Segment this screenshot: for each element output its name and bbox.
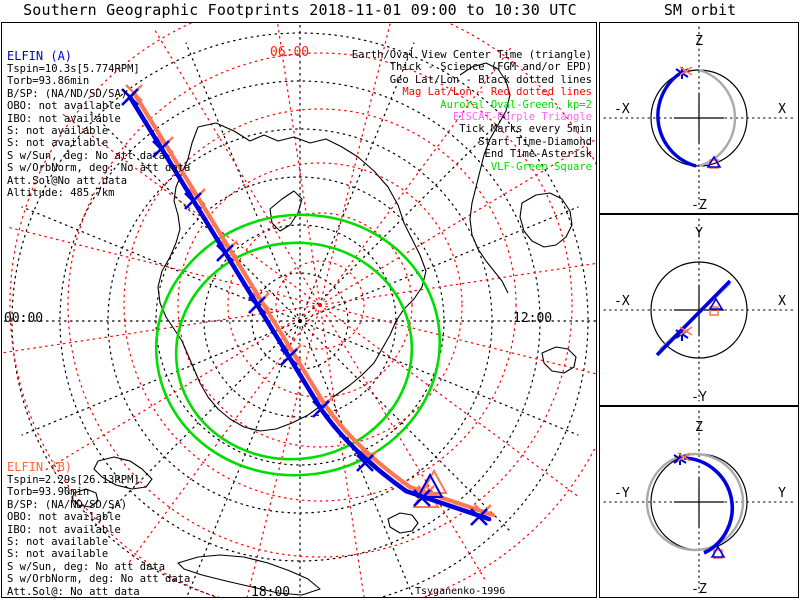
- sm1-center-cross: [674, 93, 724, 143]
- probe-a-line: S: not available: [7, 137, 109, 150]
- probe-b-line: Torb=93.90min: [7, 486, 90, 499]
- polar-plot-svg: [2, 23, 596, 597]
- probe-a-info-panel: ELFIN (A) Tspin=10.3s[5.774RPM] Torb=93.…: [7, 49, 190, 199]
- sm1-label-top: Z: [695, 34, 703, 49]
- sm3-label-right: Y: [778, 486, 786, 501]
- legend-item: Auroral Oval-Green, kp=2: [440, 98, 592, 111]
- probe-a-line: IBO: not available: [7, 112, 121, 125]
- probe-b-line: B/SP: (NA/ND/SD/SA): [7, 498, 128, 511]
- probe-a-name: ELFIN (A): [7, 49, 73, 63]
- probe-a-line: S: not available: [7, 125, 109, 138]
- sm-orbit-title: SM orbit: [663, 1, 737, 19]
- sm-orbit-panel-xz: Z -Z -X X: [599, 22, 799, 214]
- model-name: Tsyganenko-1996: [415, 586, 506, 597]
- auroral-oval: [154, 213, 442, 477]
- credits-block: Tsyganenko-1996 Created: Sun Jan 29 09:3…: [415, 586, 596, 597]
- sm3-triangle: [710, 545, 726, 558]
- probe-a-line: Torb=93.86min: [7, 75, 90, 88]
- sm2-earth-circle: [650, 261, 748, 359]
- page-title: Southern Geographic Footprints 2018-11-0…: [23, 1, 577, 19]
- sm2-label-left: -X: [614, 294, 630, 309]
- sm3-orbit-gray: [645, 452, 745, 552]
- probe-b-line: S: not available: [7, 548, 109, 561]
- mlt-label-top: 06:00: [270, 45, 310, 60]
- probe-b-line: S: not available: [7, 536, 109, 549]
- track-elfin-a: [121, 88, 492, 526]
- sm1-label-left: -X: [614, 102, 630, 117]
- probe-b-line: OBO: not available: [7, 511, 121, 524]
- sm1-triangle: [706, 155, 722, 168]
- sm-orbit-panel-xy: Y -Y -X X: [599, 214, 799, 406]
- sm1-orbit-blue: [656, 70, 697, 168]
- mlt-label-bottom: 18:00: [251, 585, 291, 598]
- sm3-center-cross: [674, 477, 724, 527]
- sm2-marker-orange: [679, 306, 719, 336]
- sm3-label-bottom: -Z: [691, 582, 707, 597]
- legend-item: Mag Lat/Lon - Red dotted lines: [402, 86, 592, 99]
- mlt-label-right: 12:00: [513, 311, 553, 326]
- legend-item: Tick Marks every 5min: [459, 123, 592, 136]
- sm-orbit-panel-yz: Z -Z -Y Y: [599, 406, 799, 598]
- probe-a-line: Att.Sol@No att data: [7, 174, 128, 187]
- legend-item: Earth/Oval View Center Time (triangle): [351, 49, 592, 61]
- probe-b-name: ELFIN (B): [7, 460, 73, 474]
- center-time-triangle-a: [416, 472, 444, 498]
- track-a-tick-marks: [121, 88, 488, 526]
- sm2-label-right: X: [778, 294, 786, 309]
- legend-item: Thick - Science (FGM and/or EPD): [389, 61, 592, 74]
- probe-a-line: Altitude: 485.7km: [7, 187, 115, 200]
- sm1-label-bottom: -Z: [691, 198, 707, 213]
- plot-legend: Earth/Oval View Center Time (triangle) T…: [352, 49, 592, 173]
- sm3-orbit-blue: [683, 456, 735, 555]
- legend-item: VLF-Green Square: [490, 160, 592, 173]
- probe-a-line: Tspin=10.3s[5.774RPM]: [7, 63, 140, 75]
- legend-item: EISCAT-Purple Triangle: [452, 111, 592, 124]
- sm1-label-right: X: [778, 102, 786, 117]
- probe-b-line: Att.Sol@: No att data: [7, 585, 140, 598]
- mlt-label-left: 00:00: [4, 311, 44, 326]
- probe-a-line: S w/OrbNorm, deg: No att data: [7, 162, 191, 175]
- legend-item: Geo Lat/Lon - Black dotted lines: [389, 73, 592, 86]
- sm3-label-top: Z: [695, 420, 703, 435]
- polar-footprint-plot: ELFIN (A) Tspin=10.3s[5.774RPM] Torb=93.…: [1, 22, 597, 598]
- sm2-label-bottom: -Y: [691, 390, 707, 405]
- sm2-triangle: [708, 297, 724, 310]
- probe-b-line: Tspin=2.29s[26.13RPM]: [7, 474, 140, 486]
- probe-b-line: IBO: not available: [7, 523, 121, 536]
- probe-a-line: B/SP: (NA/ND/SD/SA): [7, 87, 128, 100]
- legend-item: Start Time-Diamond: [478, 135, 592, 148]
- probe-b-info-panel: ELFIN (B) Tspin=2.29s[26.13RPM] Torb=93.…: [7, 460, 191, 598]
- probe-a-line: S w/Sun, deg: No att data: [7, 149, 166, 162]
- probe-a-line: OBO: not available: [7, 100, 121, 113]
- sm3-label-left: -Y: [614, 486, 630, 501]
- sm2-orbit-blue: [655, 279, 732, 357]
- geographic-grid: [2, 23, 596, 597]
- probe-b-line: S w/OrbNorm, deg: No att data: [7, 573, 191, 586]
- legend-item: End Time-Asterisk: [484, 148, 592, 161]
- probe-b-line: S w/Sun, deg: No att data: [7, 560, 166, 573]
- sm2-label-top: Y: [695, 226, 703, 241]
